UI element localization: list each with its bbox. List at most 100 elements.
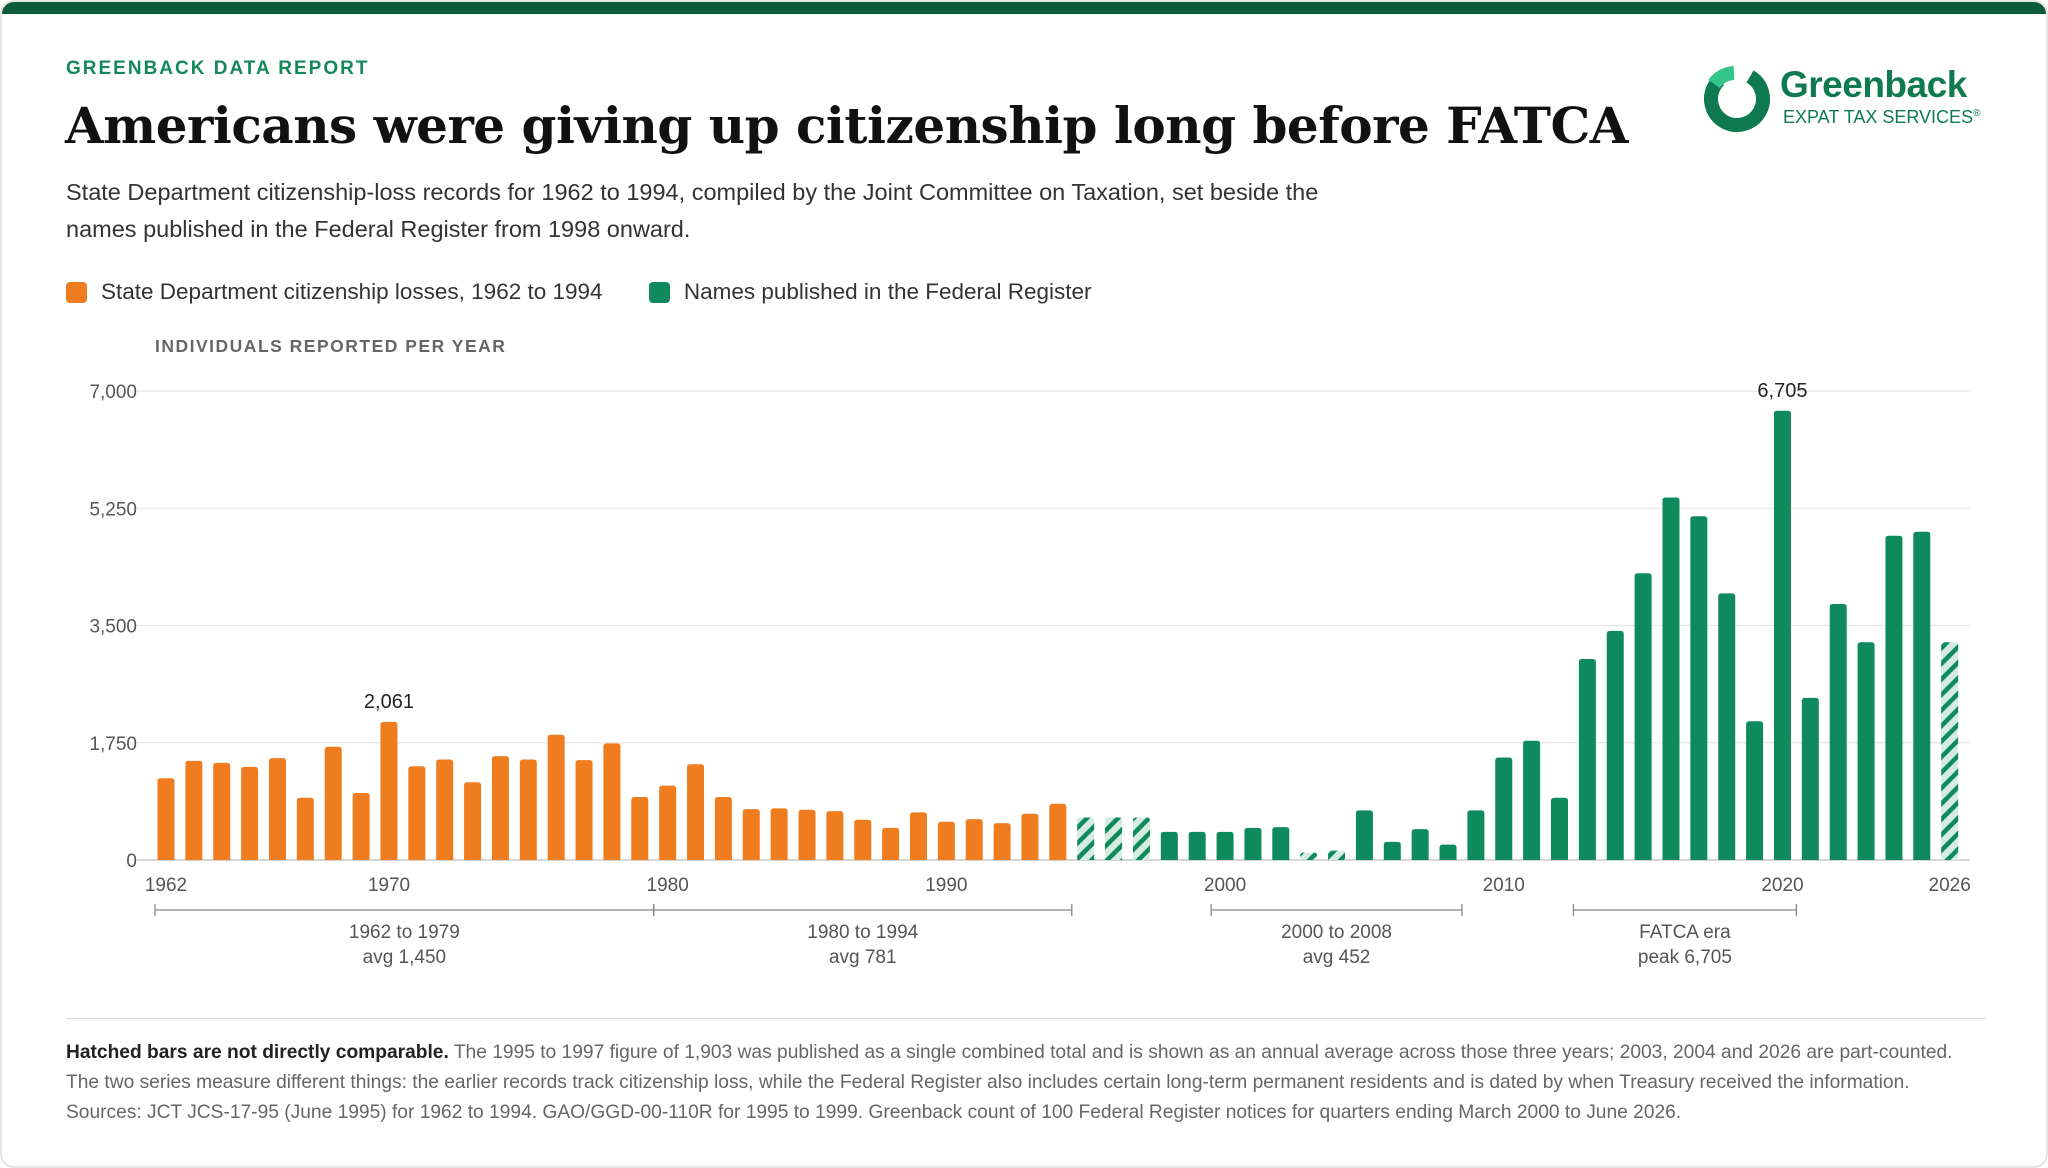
period-sublabel: peak 6,705: [1638, 947, 1732, 968]
x-tick-label: 2020: [1761, 875, 1803, 896]
bar: [436, 759, 454, 860]
logo-tagline-text: EXPAT TAX SERVICES: [1783, 107, 1974, 127]
legend-item-state-dept: State Department citizenship losses, 196…: [66, 279, 603, 305]
bar: [1913, 531, 1931, 860]
bar: [1383, 841, 1401, 860]
bar: [408, 766, 426, 860]
bar: [1773, 410, 1791, 860]
footnote: Hatched bars are not directly comparable…: [66, 1038, 1986, 1128]
bar: [547, 734, 565, 860]
bar-hatched: [1941, 642, 1959, 860]
bar: [1439, 844, 1457, 860]
period-label: 1962 to 1979: [349, 922, 460, 943]
bar: [854, 819, 872, 860]
bar-chart: INDIVIDUALS REPORTED PER YEAR 0 1,750 3,50…: [89, 336, 1970, 968]
bar: [631, 797, 649, 860]
bar: [1272, 827, 1290, 860]
page-subtitle: State Department citizenship-loss record…: [66, 179, 1319, 242]
bar: [241, 766, 259, 860]
bar: [1495, 757, 1513, 860]
legend-swatch-green: [648, 281, 670, 303]
bar: [1606, 630, 1624, 860]
bar: [1746, 721, 1764, 860]
bar: [687, 764, 705, 860]
bar: [826, 811, 844, 860]
registered-mark: ®: [1973, 108, 1981, 119]
bar: [1049, 803, 1067, 860]
page-title: Americans were giving up citizenship lon…: [65, 96, 1629, 155]
bar: [575, 760, 593, 860]
bar-hatched: [1077, 817, 1095, 860]
x-tick-label: 1990: [925, 875, 967, 896]
chart-legend: State Department citizenship losses, 196…: [66, 279, 1132, 309]
footnote-text: The 1995 to 1997 figure of 1,903 was pub…: [66, 1042, 1953, 1123]
bar: [1355, 810, 1373, 860]
bar: [993, 823, 1011, 860]
data-label: 6,705: [1757, 380, 1807, 402]
report-kicker: GREENBACK DATA REPORT: [66, 58, 370, 79]
bar: [519, 759, 537, 860]
bar: [742, 809, 760, 860]
bar: [1411, 829, 1429, 860]
legend-item-federal-register: Names published in the Federal Register: [648, 279, 1092, 305]
x-tick-label: 1980: [647, 875, 689, 896]
bar: [882, 827, 900, 860]
bar: [380, 721, 398, 860]
greenback-logo-icon: [1704, 66, 1770, 132]
bar: [1467, 810, 1485, 860]
bar: [213, 762, 231, 860]
legend-label: Names published in the Federal Register: [683, 279, 1092, 304]
period-label: 1980 to 1994: [807, 922, 918, 943]
legend-swatch-orange: [66, 281, 87, 303]
bar: [659, 785, 677, 860]
bar: [1160, 831, 1178, 860]
bar: [1801, 697, 1819, 860]
x-tick-label: 1962: [145, 875, 187, 896]
bar: [1718, 593, 1736, 860]
bar: [352, 793, 370, 860]
bar: [185, 760, 203, 860]
labels: 0 1,750 3,500 5,250 7,000 1962 1970 1980 1990 200…: [89, 380, 1970, 968]
bar: [1188, 831, 1206, 860]
x-tick-label: 1970: [368, 875, 410, 896]
bar: [1634, 573, 1652, 860]
bar: [1690, 516, 1708, 860]
bar: [603, 743, 621, 860]
bar: [157, 778, 175, 860]
y-tick-label: 1,750: [89, 734, 137, 755]
bar: [1551, 797, 1568, 860]
bar: [464, 782, 482, 860]
x-tick-label: 2010: [1483, 875, 1525, 896]
x-tick-label: 2026: [1929, 875, 1971, 896]
x-tick-label: 2000: [1204, 875, 1246, 896]
period-label: 2000 to 2008: [1281, 922, 1392, 943]
bar: [714, 797, 732, 860]
bar: [1885, 535, 1903, 860]
bar: [1857, 642, 1875, 860]
footnote-lead: Hatched bars are not directly comparable…: [66, 1042, 449, 1063]
greenback-logo[interactable]: Greenback EXPAT TAX SERVICES®: [1700, 60, 1990, 134]
y-axis-label: INDIVIDUALS REPORTED PER YEAR: [155, 336, 506, 356]
logo-tagline: EXPAT TAX SERVICES®: [1783, 107, 1980, 128]
y-tick-label: 3,500: [89, 617, 137, 638]
bar: [770, 808, 788, 860]
bar: [1578, 659, 1596, 860]
bar-hatched: [1300, 852, 1318, 860]
bar: [296, 797, 314, 860]
bar: [324, 746, 342, 860]
period-sublabel: avg 781: [829, 947, 897, 968]
data-label: 2,061: [364, 691, 414, 713]
period-label: FATCA era: [1639, 922, 1731, 943]
bar: [798, 809, 816, 860]
bar: [1662, 497, 1680, 860]
bars: [157, 410, 1959, 860]
bar-hatched: [1328, 850, 1346, 860]
bar: [937, 821, 955, 860]
bar: [491, 756, 509, 860]
y-tick-label: 7,000: [89, 382, 137, 403]
y-tick-label: 0: [126, 851, 137, 872]
bar-hatched: [1105, 817, 1123, 860]
bar: [268, 758, 286, 860]
bar: [1523, 740, 1541, 860]
